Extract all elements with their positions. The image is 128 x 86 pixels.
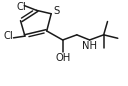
Text: S: S: [53, 6, 59, 16]
Text: OH: OH: [55, 53, 70, 63]
Text: NH: NH: [82, 41, 97, 51]
Text: Cl: Cl: [3, 31, 13, 41]
Text: Cl: Cl: [17, 2, 26, 12]
